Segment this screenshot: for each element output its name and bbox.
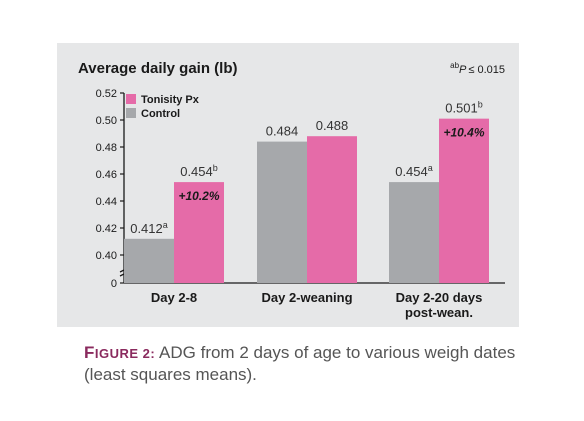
- value-label: 0.488: [316, 118, 349, 133]
- bar-tonisity-px: [174, 182, 224, 283]
- legend-swatch: [126, 108, 136, 118]
- bar-control: [257, 141, 307, 283]
- bar-control: [389, 182, 439, 283]
- value-label: 0.454a: [395, 163, 433, 179]
- value-label: 0.412a: [130, 220, 168, 236]
- legend-label: Control: [141, 108, 180, 120]
- percent-annotation: +10.2%: [178, 189, 219, 203]
- caption-text: ADG from 2 days of age to various weigh …: [84, 343, 516, 384]
- bar-control: [124, 238, 174, 283]
- significance-note: abP ≤ 0.015: [450, 61, 505, 76]
- legend-swatch: [126, 94, 136, 104]
- significance-operator: ≤ 0.015: [468, 64, 505, 76]
- y-tick-label: 0.48: [96, 142, 117, 154]
- bar-tonisity-px: [307, 136, 357, 283]
- value-label: 0.454b: [180, 163, 218, 179]
- y-tick-label: 0.46: [96, 169, 117, 181]
- x-tick-label: Day 2-8: [151, 290, 197, 305]
- chart-title: Average daily gain (lb): [78, 60, 238, 77]
- chart-marks: 0.52 0.50 0.48 0.46 0.44 0.42 0.40 0 0.412a 0.454…: [96, 88, 505, 320]
- x-tick-label: post-wean.: [405, 305, 473, 320]
- legend-label: Tonisity Px: [141, 94, 200, 106]
- y-tick-label: 0.42: [96, 223, 117, 235]
- value-label: 0.501b: [445, 100, 483, 116]
- y-tick-label: 0.52: [96, 88, 117, 100]
- y-tick-label: 0: [111, 278, 117, 290]
- bar-tonisity-px: [439, 118, 489, 284]
- x-tick-label: Day 2-weaning: [261, 290, 352, 305]
- figure-label: FIGURE 2:: [84, 343, 156, 362]
- y-tick-label: 0.40: [96, 250, 117, 262]
- significance-superscript: ab: [450, 61, 459, 70]
- x-tick-label: Day 2-20 days: [396, 290, 483, 305]
- percent-annotation: +10.4%: [443, 126, 484, 140]
- y-tick-label: 0.50: [96, 115, 117, 127]
- figure-caption: FIGURE 2: ADG from 2 days of age to vari…: [84, 342, 544, 385]
- y-tick-label: 0.44: [96, 196, 117, 208]
- value-label: 0.484: [266, 124, 299, 139]
- significance-p: P: [459, 64, 467, 76]
